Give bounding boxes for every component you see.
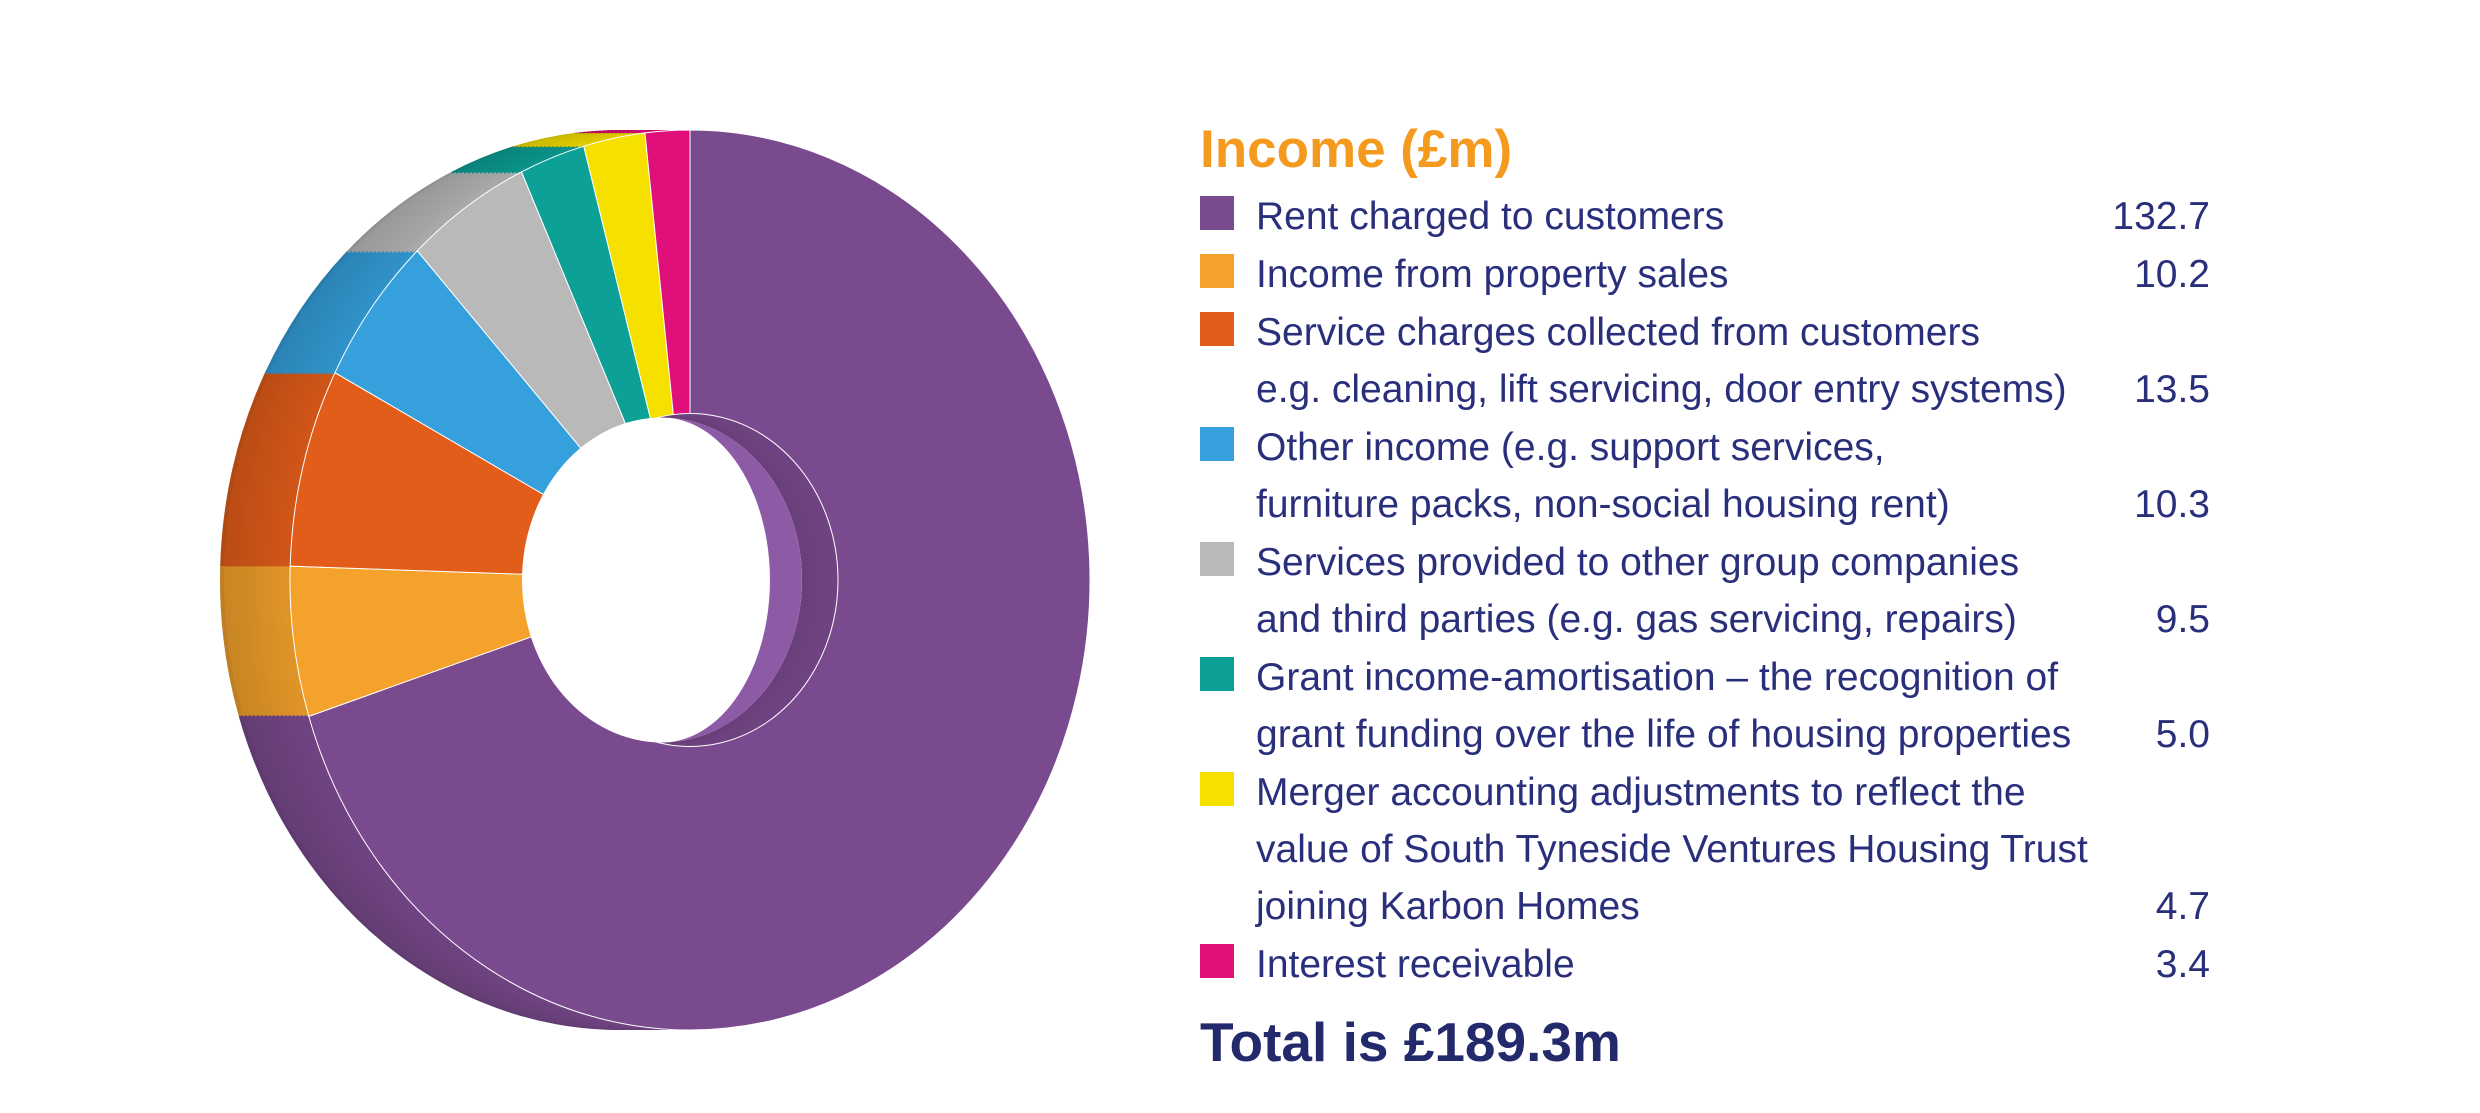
legend-item: Income from property sales 10.2 (1200, 246, 2210, 303)
legend-label-line: Services provided to other group compani… (1256, 541, 2020, 584)
legend-swatch (1200, 427, 1234, 461)
legend-swatch (1200, 542, 1234, 576)
legend-label: Interest receivable (1256, 936, 2120, 993)
legend-label-line: Other income (e.g. support services, (1256, 426, 1885, 469)
legend-swatch (1200, 196, 1234, 230)
legend-item: Interest receivable 3.4 (1200, 936, 2210, 993)
legend-label-line: joining Karbon Homes (1256, 885, 1640, 928)
legend-label: Services provided to other group compani… (1256, 534, 2120, 648)
legend-label-line: Interest receivable (1256, 943, 1575, 986)
legend-swatch (1200, 254, 1234, 288)
donut-inner-wall (662, 417, 802, 743)
legend-label: Rent charged to customers (1256, 188, 2112, 245)
legend-label: Income from property sales (1256, 246, 2120, 303)
legend-label-line: Service charges collected from customers (1256, 311, 1980, 354)
legend-value: 3.4 (2155, 943, 2210, 986)
legend-label-line: Merger accounting adjustments to reflect… (1256, 771, 2026, 814)
donut-chart (219, 129, 1091, 1031)
legend-value: 9.5 (2155, 598, 2210, 641)
legend-label-line: Grant income-amortisation – the recognit… (1256, 656, 2059, 699)
legend-item: Service charges collected from customers… (1200, 304, 2210, 418)
legend-value: 10.3 (2134, 483, 2210, 526)
chart-title: Income (£m) (1200, 120, 1513, 179)
legend-swatch (1200, 772, 1234, 806)
legend-label: Grant income-amortisation – the recognit… (1256, 649, 2120, 763)
total-label: Total is £189.3m (1200, 1011, 1621, 1073)
donut-slice (644, 129, 691, 416)
legend-value: 10.2 (2134, 253, 2210, 296)
legend-item: Merger accounting adjustments to reflect… (1200, 764, 2210, 935)
legend: Income (£m) Rent charged to customers 132… (1200, 118, 2210, 1077)
legend-value: 4.7 (2155, 885, 2210, 928)
legend-swatch (1200, 657, 1234, 691)
legend-label-line: furniture packs, non-social housing rent… (1256, 483, 1950, 526)
legend-label-line: value of South Tyneside Ventures Housing… (1256, 828, 2088, 871)
legend-label-line: grant funding over the life of housing p… (1256, 713, 2072, 756)
legend-item: Other income (e.g. support services, furn… (1200, 419, 2210, 533)
donut-slice (308, 129, 1091, 1031)
legend-item: Grant income-amortisation – the recognit… (1200, 649, 2210, 763)
legend-value: 13.5 (2134, 368, 2210, 411)
legend-label: Service charges collected from customers… (1256, 304, 2120, 418)
legend-rows: Rent charged to customers 132.7 Income fro… (1200, 188, 2210, 993)
legend-item: Services provided to other group compani… (1200, 534, 2210, 648)
legend-label: Other income (e.g. support services, furn… (1256, 419, 2120, 533)
legend-label-line: Income from property sales (1256, 253, 1729, 296)
legend-label-line: Rent charged to customers (1256, 195, 1725, 238)
legend-value: 132.7 (2112, 195, 2210, 238)
legend-item: Rent charged to customers 132.7 (1200, 188, 2210, 245)
donut-hole (522, 417, 802, 743)
legend-label-line: e.g. cleaning, lift servicing, door entr… (1256, 368, 2067, 411)
legend-swatch (1200, 312, 1234, 346)
legend-value: 5.0 (2155, 713, 2210, 756)
legend-swatch (1200, 944, 1234, 978)
legend-label-line: and third parties (e.g. gas servicing, r… (1256, 598, 2017, 641)
legend-label: Merger accounting adjustments to reflect… (1256, 764, 2120, 935)
